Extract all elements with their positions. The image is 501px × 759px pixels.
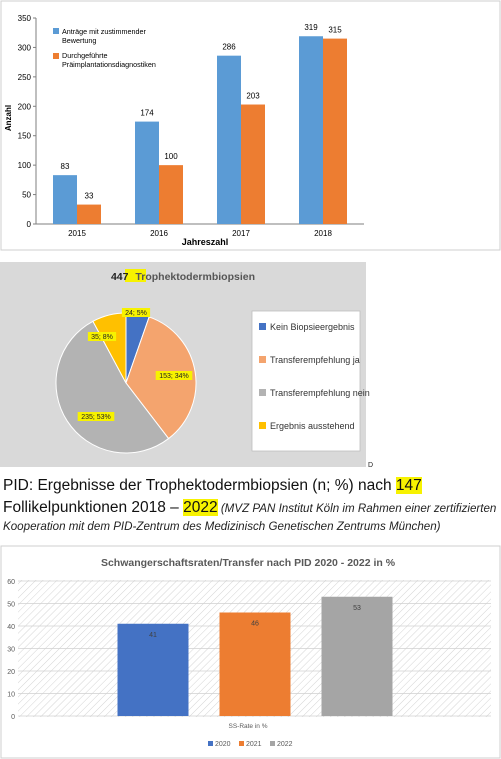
x-tick-label: 2016 bbox=[150, 229, 168, 238]
data-label: 174 bbox=[140, 109, 154, 118]
legend-diagnostics-line2: Präimplantationsdiagnostiken bbox=[62, 60, 156, 69]
biopsy-pie-chart: 447 Trophektodermbiopsien 24; 5% 153; 34%… bbox=[0, 262, 373, 469]
bar bbox=[323, 38, 347, 224]
bar bbox=[135, 121, 159, 224]
y-tick-label: 60 bbox=[7, 579, 15, 586]
legend-label: 2022 bbox=[277, 741, 293, 748]
legend-label: Transferempfehlung nein bbox=[270, 388, 370, 398]
data-label: 33 bbox=[85, 192, 94, 201]
bar bbox=[241, 104, 265, 224]
caption-line2: Follikelpunktionen 2018 – bbox=[3, 499, 184, 516]
caption-note-part2: Kooperation mit dem PID-Zentrum des Medi… bbox=[3, 520, 441, 533]
legend-swatch bbox=[239, 741, 244, 746]
caption-highlight-2022: 2022 bbox=[183, 499, 218, 516]
chart3-category-label: SS-Rate in % bbox=[228, 723, 267, 730]
bar bbox=[217, 55, 241, 224]
y-tick-label: 50 bbox=[22, 191, 31, 200]
data-label: 24; 5% bbox=[125, 310, 147, 317]
data-label: 41 bbox=[149, 632, 157, 639]
bar bbox=[117, 623, 189, 716]
y-tick-label: 200 bbox=[18, 102, 32, 111]
data-label: 286 bbox=[222, 43, 236, 52]
bar bbox=[53, 175, 77, 224]
legend-swatch bbox=[259, 356, 266, 363]
bar bbox=[219, 612, 291, 716]
x-tick-label: 2015 bbox=[68, 229, 86, 238]
y-tick-label: 300 bbox=[18, 43, 32, 52]
data-label: 203 bbox=[246, 92, 260, 101]
caption-note-part1: (MVZ PAN Institut Köln im Rahmen einer z… bbox=[217, 502, 497, 515]
data-label: 235; 53% bbox=[81, 414, 111, 421]
data-label: 53 bbox=[353, 605, 361, 612]
y-tick-label: 40 bbox=[7, 624, 15, 631]
y-tick-label: 50 bbox=[7, 602, 15, 609]
legend-label: 2021 bbox=[246, 741, 262, 748]
data-label: 319 bbox=[304, 23, 318, 32]
legend-diagnostics-line1: Durchgeführte bbox=[62, 51, 108, 60]
legend-label: Transferempfehlung ja bbox=[270, 355, 360, 365]
y-tick-label: 100 bbox=[18, 161, 32, 170]
legend-swatch-applications bbox=[53, 28, 59, 34]
data-label: 153; 34% bbox=[159, 373, 189, 380]
data-label: 100 bbox=[164, 152, 178, 161]
x-axis-label: Jahreszahl bbox=[182, 237, 229, 247]
bar bbox=[299, 36, 323, 225]
x-tick-label: 2017 bbox=[232, 229, 250, 238]
legend-swatch bbox=[270, 741, 275, 746]
title-number-highlight bbox=[125, 269, 146, 282]
bar bbox=[159, 165, 183, 224]
data-label: 46 bbox=[251, 621, 259, 628]
y-axis-label: Anzahl bbox=[4, 105, 13, 131]
caption-line1: PID: Ergebnisse der Trophektodermbiopsie… bbox=[3, 477, 396, 494]
legend-applications-line1: Anträge mit zustimmender bbox=[62, 27, 146, 36]
corner-mark: D bbox=[368, 462, 373, 469]
applications-bar-chart: 0 50 100 150 200 250 300 350 83 33 174 100 286 203 31… bbox=[0, 0, 501, 251]
y-tick-label: 250 bbox=[18, 73, 32, 82]
legend-label: 2020 bbox=[215, 741, 231, 748]
data-label: 83 bbox=[61, 162, 70, 171]
data-label: 35; 8% bbox=[91, 334, 113, 341]
legend-swatch bbox=[259, 422, 266, 429]
data-label-highlight bbox=[155, 371, 193, 380]
svg-text:447 Trophektodermbiopsien: 447 Trophektodermbiopsien bbox=[111, 271, 255, 283]
y-tick-label: 350 bbox=[18, 14, 32, 23]
pregnancy-rate-chart: Schwangerschaftsraten/Transfer nach PID … bbox=[0, 545, 501, 759]
legend-label: Ergebnis ausstehend bbox=[270, 421, 355, 431]
data-label-highlight bbox=[121, 308, 151, 317]
figure-caption: PID: Ergebnisse der Trophektodermbiopsie… bbox=[3, 475, 499, 535]
y-tick-label: 30 bbox=[7, 647, 15, 654]
data-label-highlight bbox=[87, 332, 117, 341]
legend-applications-line2: Bewertung bbox=[62, 36, 96, 45]
y-tick-label: 0 bbox=[11, 714, 15, 721]
y-tick-label: 20 bbox=[7, 669, 15, 676]
chart3-title: Schwangerschaftsraten/Transfer nach PID … bbox=[101, 557, 396, 569]
legend-swatch bbox=[259, 323, 266, 330]
x-tick-label: 2018 bbox=[314, 229, 332, 238]
y-tick-label: 10 bbox=[7, 692, 15, 699]
caption-highlight-147: 147 bbox=[395, 477, 422, 494]
bar bbox=[77, 204, 101, 224]
pie-title-number: 447 bbox=[111, 271, 129, 283]
legend-swatch bbox=[208, 741, 213, 746]
legend-swatch-diagnostics bbox=[53, 53, 59, 59]
data-label-highlight bbox=[77, 412, 115, 421]
legend-label: Kein Biopsieergebnis bbox=[270, 322, 355, 332]
pie-title-text: Trophektodermbiopsien bbox=[135, 271, 255, 283]
legend-swatch bbox=[259, 389, 266, 396]
bar bbox=[321, 596, 393, 716]
y-tick-label: 0 bbox=[27, 220, 32, 229]
y-tick-label: 150 bbox=[18, 132, 32, 141]
data-label: 315 bbox=[328, 26, 342, 35]
